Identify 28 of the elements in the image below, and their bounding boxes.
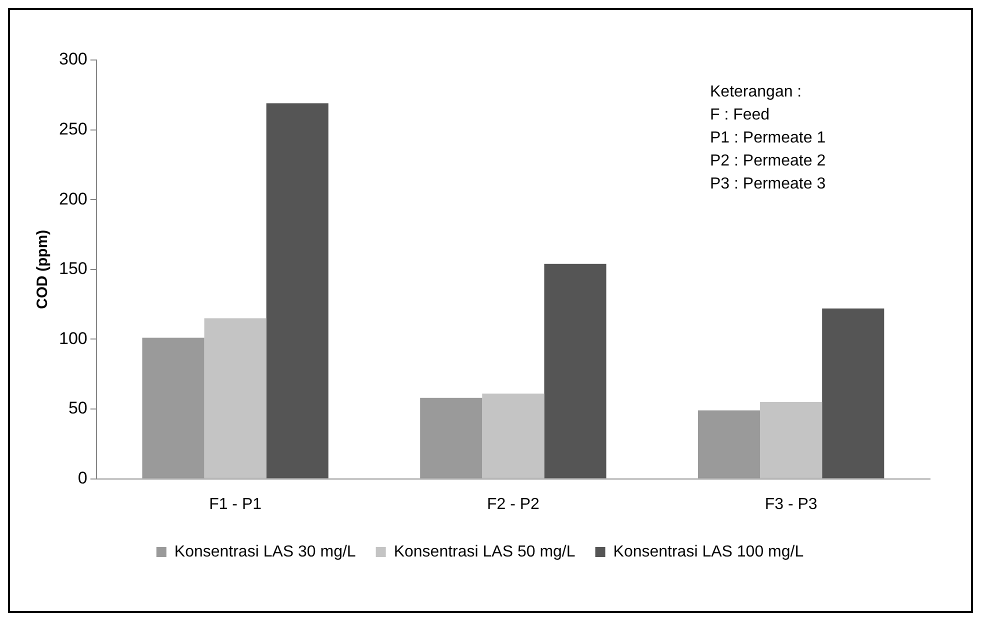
annotation: P3 : Permeate 3 [710,175,826,192]
legend-label: Konsentrasi LAS 50 mg/L [394,543,576,560]
x-tick-label: F2 - P2 [486,496,540,513]
y-tick-label: 0 [78,468,88,488]
legend-label: Konsentrasi LAS 30 mg/L [174,543,356,560]
annotation: P2 : Permeate 2 [710,152,826,170]
bar [760,402,822,478]
x-tick-label: F3 - P3 [764,496,818,513]
annotation: P1 : Permeate 1 [710,129,826,146]
bar [822,308,884,478]
y-tick-label: 100 [58,328,88,348]
x-tick-label: F1 - P1 [209,496,262,513]
y-tick-label: 300 [58,50,88,69]
bar [544,264,606,478]
legend-label: Konsentrasi LAS 100 mg/L [613,543,804,560]
bar [482,394,544,478]
annotation: Keterangan : [710,83,802,100]
bar [266,103,328,478]
bar [204,318,266,478]
y-axis-title: COD (ppm) [34,230,52,309]
bar [142,338,204,478]
y-tick-label: 150 [58,259,88,278]
y-tick-label: 200 [58,189,88,208]
y-tick-label: 50 [68,398,88,418]
bar [698,410,760,478]
y-tick-label: 250 [58,119,88,138]
annotation: F : Feed [710,106,770,124]
bar [420,398,482,478]
